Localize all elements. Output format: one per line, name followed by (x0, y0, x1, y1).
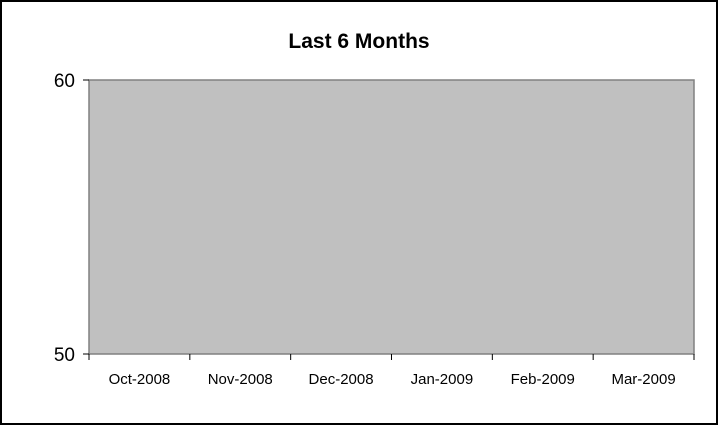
x-tick-label: Jan-2009 (411, 371, 474, 388)
y-tick-label: 50 (54, 345, 75, 366)
area-series (89, 80, 694, 354)
y-tick-label: 60 (54, 71, 75, 92)
x-tick-label: Oct-2008 (109, 371, 171, 388)
x-tick-label: Dec-2008 (309, 371, 374, 388)
chart-title: Last 6 Months (288, 30, 430, 53)
x-tick-label: Nov-2008 (208, 371, 273, 388)
x-tick-label: Feb-2009 (511, 371, 575, 388)
x-tick-label: Mar-2009 (611, 371, 675, 388)
